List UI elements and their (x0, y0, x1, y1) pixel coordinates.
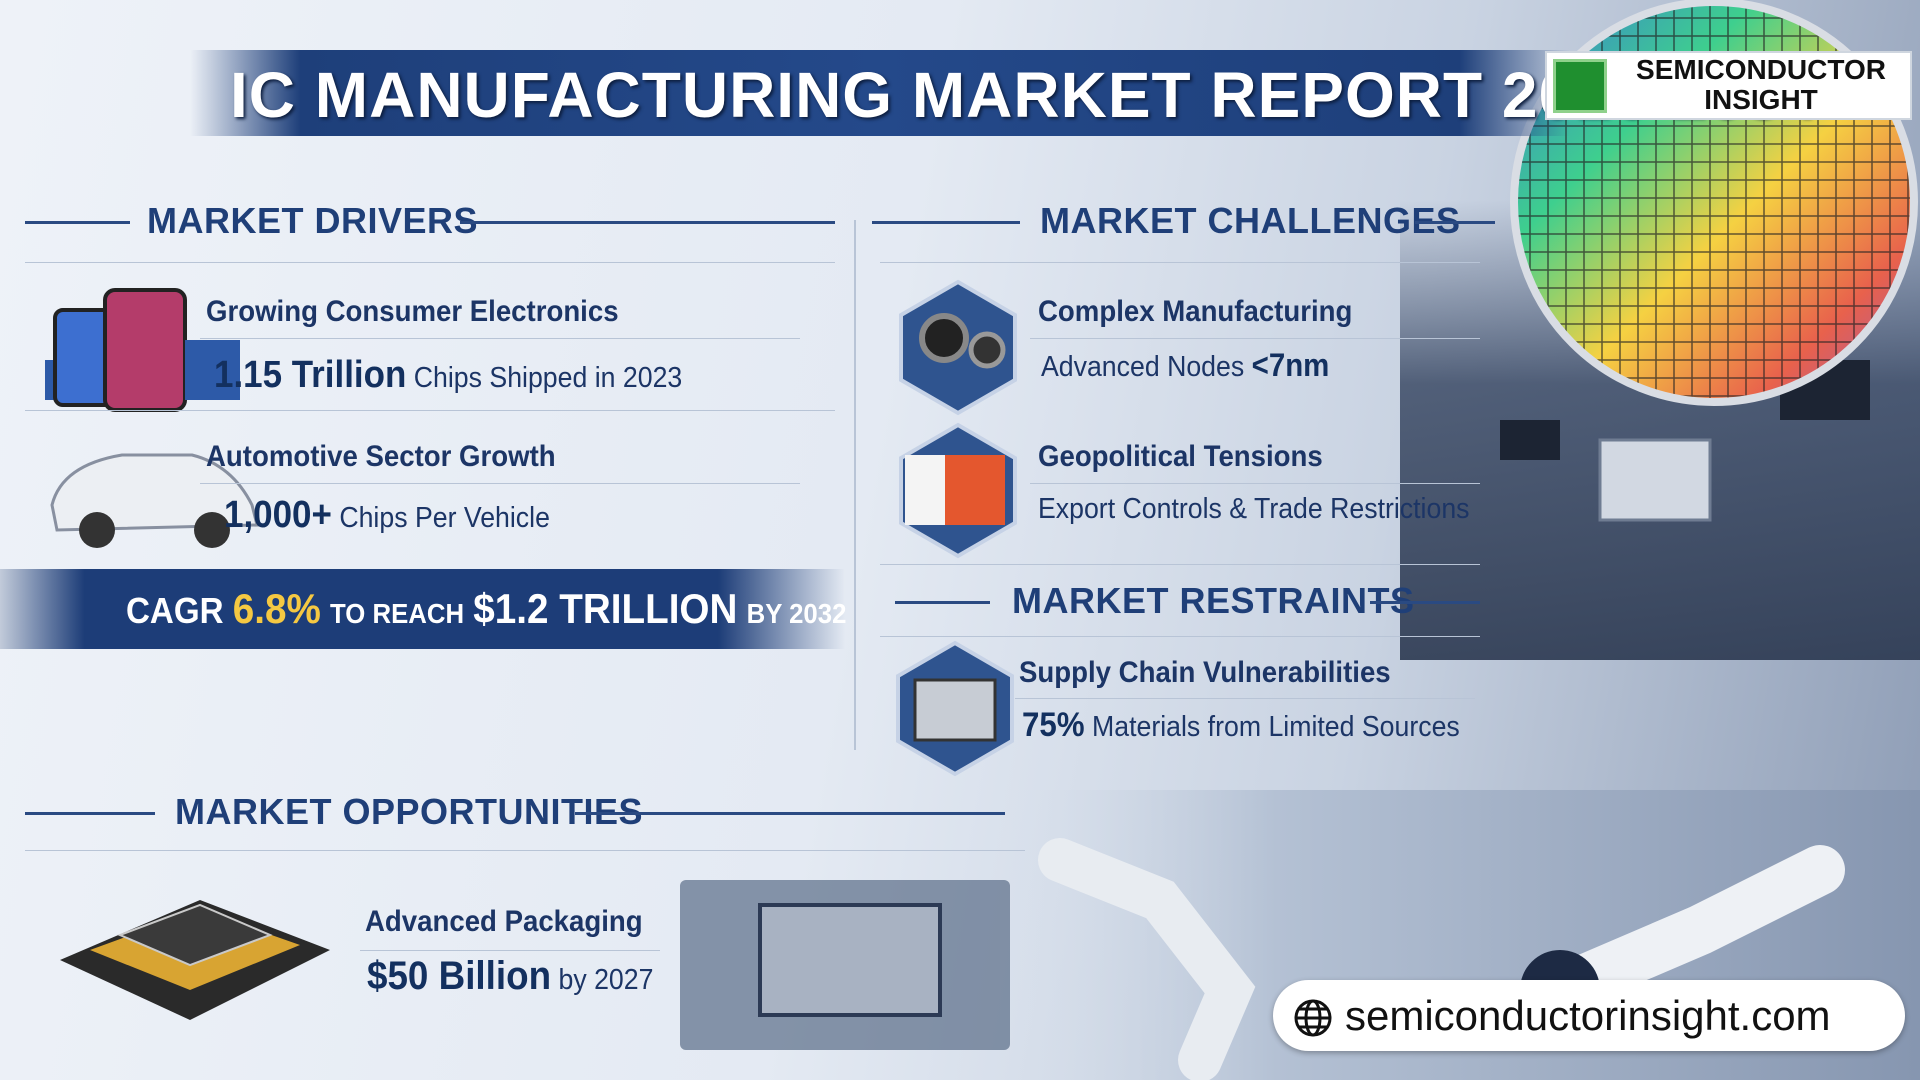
divider (1030, 338, 1480, 339)
globe-icon (1294, 999, 1332, 1037)
item-title: Growing Consumer Electronics (206, 295, 619, 328)
heading-rule (25, 812, 155, 815)
stat-value: 1.15 Trillion (214, 354, 407, 396)
divider (25, 850, 1025, 851)
cagr-text-part: BY 2032 (746, 598, 847, 629)
title-banner (190, 50, 1570, 136)
item-stat: Advanced Nodes <7nm (1041, 347, 1329, 384)
stat-text: Chips Per Vehicle (339, 502, 550, 534)
heading-rule (872, 221, 1020, 224)
heading-rule (460, 221, 835, 224)
item-title: Complex Manufacturing (1038, 295, 1353, 328)
item-title: Automotive Sector Growth (206, 440, 556, 473)
cagr-banner (0, 569, 845, 649)
stat-text: Chips Shipped in 2023 (413, 362, 683, 394)
stat-text: Advanced Nodes (1041, 351, 1245, 383)
section-heading: MARKET RESTRAINTS (1012, 580, 1415, 621)
heading-rule (1370, 601, 1480, 604)
stat-value: 75% (1022, 706, 1085, 744)
item-title: Advanced Packaging (365, 905, 643, 938)
divider (200, 483, 800, 484)
logo-text: INSIGHT (1704, 84, 1818, 115)
cagr-rate: 6.8% (232, 585, 321, 632)
stat-text: by 2027 (558, 964, 654, 996)
logo: SEMICONDUCTOR INSIGHT (1545, 51, 1912, 120)
stat-text: Materials from Limited Sources (1092, 711, 1460, 743)
section-heading: MARKET OPPORTUNITIES (175, 791, 644, 832)
website-url: semiconductorinsight.com (1345, 992, 1831, 1039)
cagr-text-part: TO REACH (330, 598, 465, 629)
divider (1015, 698, 1475, 699)
logo-mark (1553, 59, 1607, 113)
heading-rule (575, 812, 1005, 815)
divider (1030, 483, 1480, 484)
item-stat: 75% Materials from Limited Sources (1022, 706, 1460, 745)
cagr-amount: $1.2 TRILLION (473, 585, 738, 632)
divider (200, 338, 800, 339)
item-stat: $50 Billion by 2027 (367, 954, 653, 999)
cagr-text: CAGR 6.8% TO REACH $1.2 TRILLION BY 2032 (126, 585, 846, 633)
divider (360, 950, 660, 951)
item-stat: 1.15 Trillion Chips Shipped in 2023 (214, 354, 682, 397)
url-pill (1273, 980, 1905, 1051)
item-stat: 1,000+ Chips Per Vehicle (224, 494, 550, 537)
heading-rule (25, 221, 130, 224)
heading-rule (895, 601, 990, 604)
divider (880, 564, 1480, 565)
divider (880, 262, 1480, 263)
section-heading: MARKET DRIVERS (147, 200, 479, 241)
item-text: Export Controls & Trade Restrictions (1038, 493, 1470, 525)
section-heading: MARKET CHALLENGES (1040, 200, 1461, 241)
stat-value: <7nm (1251, 347, 1330, 383)
divider (25, 262, 835, 263)
stat-value: 1,000+ (224, 494, 332, 536)
divider (25, 410, 835, 411)
logo-text: SEMICONDUCTOR (1636, 54, 1886, 85)
heading-rule (1415, 221, 1495, 224)
divider (880, 636, 1480, 637)
title: IC MANUFACTURING MARKET REPORT 2026-2034 (230, 59, 1817, 131)
stat-value: $50 Billion (367, 954, 552, 998)
cagr-label: CAGR (126, 590, 224, 631)
item-title: Supply Chain Vulnerabilities (1019, 656, 1391, 689)
item-title: Geopolitical Tensions (1038, 440, 1323, 473)
column-divider (854, 220, 856, 750)
